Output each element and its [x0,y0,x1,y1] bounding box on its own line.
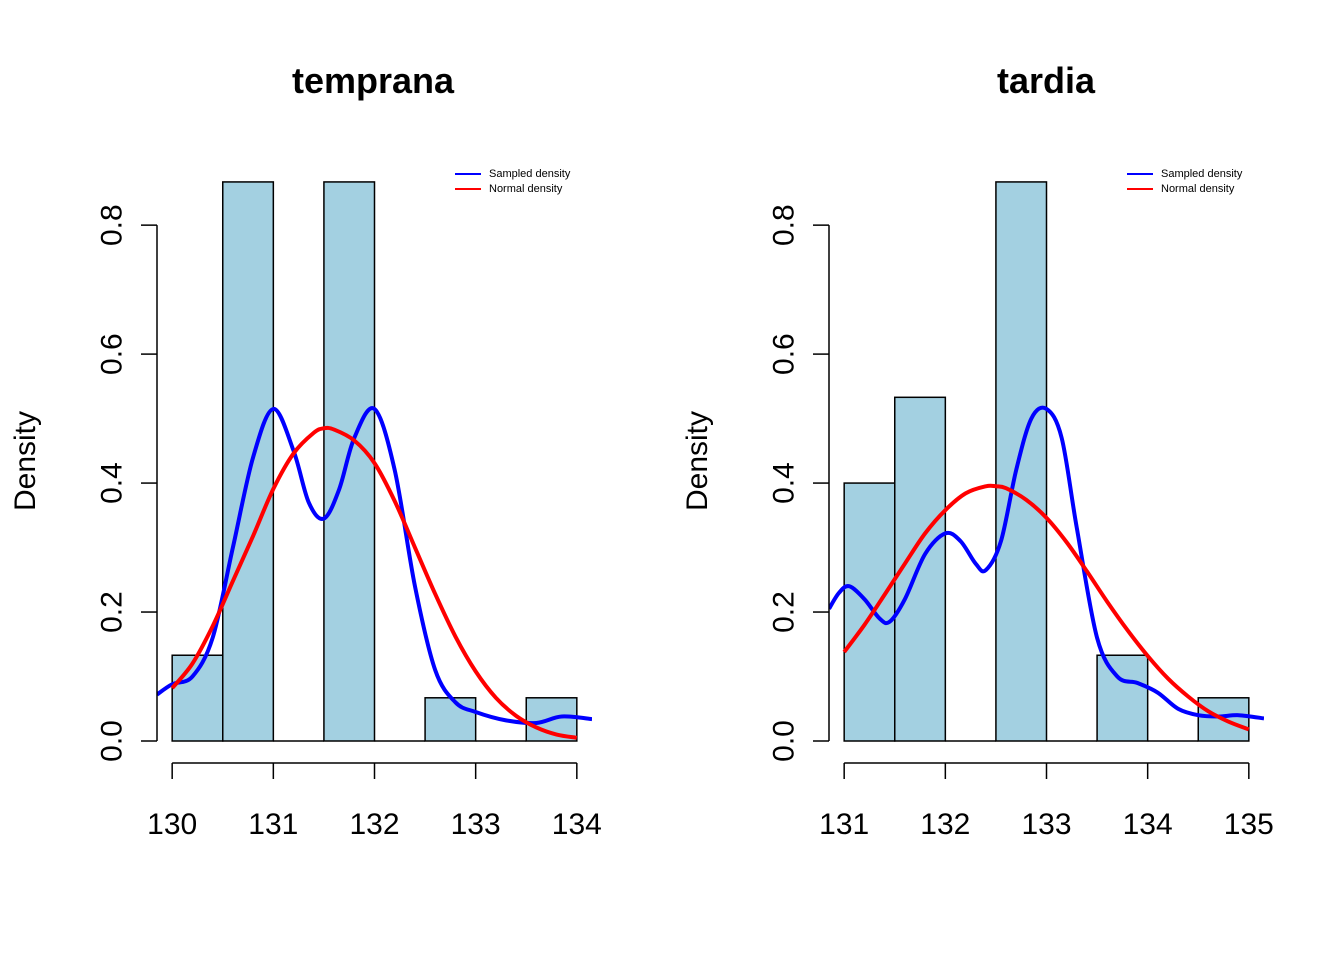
x-tick-label: 134 [1123,808,1173,841]
sampled-density-line [157,406,592,726]
y-axis-label: Density [681,411,714,511]
legend-label: Normal density [1161,183,1235,195]
x-tick-label: 130 [147,808,197,841]
normal-density-line [170,425,578,740]
y-axis-label: Density [9,411,42,511]
y-tick-label: 0.0 [96,720,129,762]
x-tick-label: 131 [248,808,298,841]
x-tick-label: 133 [1021,808,1071,841]
legend-label: Sampled density [1161,168,1243,180]
y-tick-label: 0.4 [768,462,801,504]
chart-title: tardia [997,60,1096,101]
histogram-bar [995,181,1048,742]
legend-label: Normal density [489,183,563,195]
y-tick-label: 0.2 [768,591,801,633]
histogram-bar [222,181,275,742]
normal-density-line [842,483,1250,732]
chart-panel-temprana: temprana Density 0.0 0.2 0.4 0.6 0.8 130 131 132 1… [9,60,602,841]
y-tick-label: 0.6 [768,333,801,375]
chart-panel-tardia: tardia Density 0.0 0.2 0.4 0.6 0.8 131 132 133 134… [681,60,1274,841]
histogram-bar [1096,654,1149,742]
x-tick-label: 134 [552,808,602,841]
y-tick-label: 0.8 [768,204,801,246]
y-tick-label: 0.6 [96,333,129,375]
y-tick-label: 0.4 [96,462,129,504]
x-tick-label: 135 [1224,808,1274,841]
x-tick-label: 131 [819,808,869,841]
x-tick-label: 132 [920,808,970,841]
chart-title: temprana [292,60,455,101]
x-tick-label: 133 [451,808,501,841]
y-tick-label: 0.0 [768,720,801,762]
legend-label: Sampled density [489,168,571,180]
histogram-bar [424,697,477,742]
x-tick-label: 132 [349,808,399,841]
y-tick-label: 0.2 [96,591,129,633]
histogram-bar [843,482,896,742]
y-tick-label: 0.8 [96,204,129,246]
sampled-density-line [829,405,1264,721]
histogram-bar [323,181,376,742]
